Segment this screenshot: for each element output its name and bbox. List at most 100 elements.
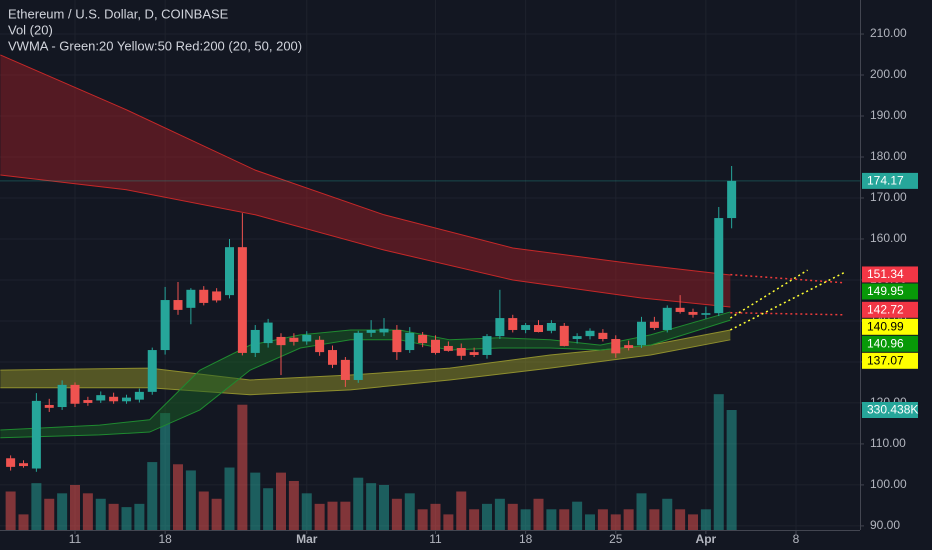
band-lower — [0, 319, 731, 439]
volume-bar — [250, 472, 261, 530]
candle-body — [469, 352, 479, 355]
candle-body — [624, 345, 634, 349]
candle-body — [31, 400, 41, 469]
candle-body — [637, 321, 647, 346]
candle-body — [534, 325, 544, 333]
candle-body — [340, 359, 350, 380]
candle-body — [289, 337, 299, 342]
candle-body — [701, 313, 711, 315]
y-tick-label: 90.00 — [870, 518, 900, 532]
volume-bar — [494, 498, 505, 530]
volume-bar — [57, 493, 68, 530]
x-tick-label: Mar — [296, 532, 318, 546]
volume-bar — [147, 462, 158, 530]
x-tick-label: 18 — [158, 532, 172, 546]
candle-body — [392, 329, 402, 353]
y-tick-label: 180.00 — [870, 149, 907, 163]
candle-body — [96, 395, 106, 401]
candle-body — [173, 300, 183, 310]
candle-body — [315, 339, 325, 353]
volume-bar — [121, 507, 132, 530]
volume-bar — [572, 501, 583, 530]
volume-bar — [610, 514, 621, 530]
volume-bar — [379, 484, 390, 530]
candle-body — [57, 384, 67, 408]
candle-body — [70, 384, 80, 404]
volume-bar — [366, 483, 377, 530]
volume-bar — [469, 509, 480, 530]
volume-bar — [404, 493, 415, 530]
candle-body — [482, 336, 492, 355]
volume-bar — [327, 501, 338, 530]
volume-bar — [314, 503, 325, 530]
candle-body — [199, 289, 209, 303]
axes: 90.00100.00110.00120.00130.00140.00150.0… — [69, 26, 919, 546]
level-label-bg — [862, 352, 918, 369]
level-label: 140.96 — [867, 336, 904, 350]
candle-body — [83, 400, 93, 403]
volume-bar — [211, 498, 222, 530]
volume-bar — [301, 493, 312, 530]
candle-body — [521, 325, 531, 330]
level-label: 142.72 — [867, 302, 904, 316]
candle-body — [263, 322, 273, 344]
candle-body — [546, 323, 556, 331]
candle-body — [328, 350, 338, 365]
volume-bar — [95, 498, 106, 530]
volume-bar — [662, 498, 673, 530]
candle-body — [6, 458, 16, 467]
candle-body — [212, 291, 222, 301]
candle-body — [109, 396, 119, 402]
indicator-title: VWMA - Green:20 Yellow:50 Red:200 (20, 5… — [8, 38, 302, 53]
level-label: 151.34 — [867, 267, 904, 281]
candle-body — [675, 307, 685, 312]
candle-body — [353, 332, 363, 380]
volume-bar — [649, 509, 660, 530]
last-price-label: 174.17 — [867, 174, 904, 188]
candle-body — [302, 334, 312, 342]
level-label-bg — [862, 283, 918, 300]
volume-bar — [185, 470, 196, 530]
volume-bar — [353, 477, 364, 530]
y-tick-label: 200.00 — [870, 67, 907, 81]
volume-bar — [585, 514, 596, 530]
volume-title: Vol (20) — [8, 22, 53, 37]
level-label-bg — [862, 266, 918, 283]
volume-bar — [391, 498, 402, 530]
candle-body — [121, 397, 131, 402]
candle-body — [598, 332, 608, 339]
candle-body — [134, 391, 144, 400]
candle-body — [418, 334, 428, 344]
projection-line — [730, 271, 846, 331]
volume-bar — [456, 491, 467, 530]
volume-bar — [726, 409, 737, 530]
candle-body — [611, 338, 621, 354]
x-tick-label: 18 — [519, 532, 533, 546]
y-tick-label: 100.00 — [870, 477, 907, 491]
volume-bar — [688, 514, 699, 530]
candle-body — [366, 329, 376, 333]
volume-bar — [18, 514, 29, 530]
volume-bar — [533, 498, 544, 530]
candle-body — [147, 350, 157, 392]
last-price-label-bg — [862, 172, 918, 189]
volume-bar — [134, 503, 145, 530]
volume-bar — [520, 509, 531, 530]
volume-bar — [623, 509, 634, 530]
volume-bar — [172, 464, 183, 530]
volume-label: 330.438K — [867, 403, 918, 417]
candle-body — [276, 336, 286, 346]
candle-body — [688, 311, 698, 315]
candle-body — [572, 336, 582, 339]
volume-bar — [44, 498, 55, 530]
level-label: 149.95 — [867, 284, 904, 298]
candle-body — [443, 345, 453, 351]
plot-area — [0, 54, 860, 530]
candle-body — [585, 330, 595, 337]
level-label-bg — [862, 335, 918, 352]
volume-bar — [482, 503, 493, 530]
band-fill — [0, 329, 731, 395]
volume-bar — [675, 509, 686, 530]
candle-body — [495, 318, 505, 337]
